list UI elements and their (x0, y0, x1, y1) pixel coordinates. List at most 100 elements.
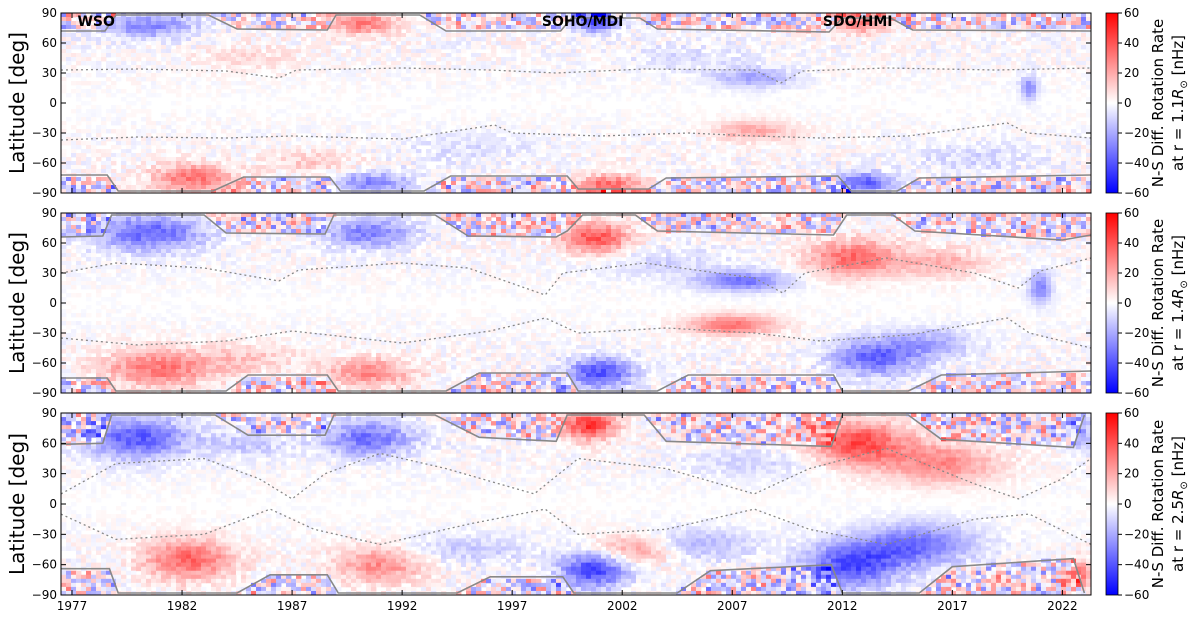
heatmap-cell (676, 117, 682, 122)
heatmap-cell (391, 45, 397, 50)
heatmap-cell (91, 181, 97, 186)
heatmap-cell (541, 81, 547, 86)
heatmap-cell (506, 161, 512, 166)
heatmap-cell (171, 185, 177, 190)
heatmap-cell (716, 153, 722, 158)
heatmap-cell (436, 121, 442, 126)
heatmap-cell (141, 53, 147, 58)
heatmap-cell (596, 133, 602, 138)
heatmap-cell (111, 37, 117, 42)
heatmap-cell (141, 65, 147, 70)
heatmap-cell (601, 157, 607, 162)
heatmap-cell (281, 181, 287, 186)
heatmap-cell (101, 149, 107, 154)
heatmap-cell (61, 185, 67, 190)
heatmap-cell (426, 101, 432, 106)
heatmap-cell (476, 17, 482, 22)
heatmap-cell (701, 29, 707, 34)
heatmap-cell (436, 169, 442, 174)
heatmap-cell (81, 41, 87, 46)
heatmap-cell (426, 141, 432, 146)
heatmap-cell (676, 121, 682, 126)
heatmap-cell (256, 69, 262, 74)
heatmap-cell (86, 129, 92, 134)
heatmap-cell (541, 149, 547, 154)
heatmap-cell (276, 141, 282, 146)
heatmap-cell (401, 181, 407, 186)
heatmap-cell (471, 177, 477, 182)
heatmap-cell (281, 137, 287, 142)
heatmap-cell (606, 13, 612, 18)
heatmap-cell (466, 61, 472, 66)
heatmap-cell (721, 113, 727, 118)
heatmap-cell (226, 33, 232, 38)
heatmap-cell (286, 29, 292, 34)
heatmap-cell (396, 21, 402, 26)
heatmap-cell (701, 153, 707, 158)
heatmap-cell (336, 37, 342, 42)
heatmap-cell (521, 65, 527, 70)
heatmap-cell (741, 49, 747, 54)
heatmap-cell (291, 77, 297, 82)
heatmap-cell (136, 89, 142, 94)
heatmap-cell (421, 29, 427, 34)
heatmap-cell (581, 73, 587, 78)
heatmap-cell (111, 53, 117, 58)
heatmap-cell (736, 117, 742, 122)
heatmap-cell (351, 121, 357, 126)
heatmap-cell (186, 17, 192, 22)
heatmap-cell (696, 57, 702, 62)
heatmap-cell (436, 73, 442, 78)
heatmap-cell (776, 113, 782, 118)
heatmap-cell (746, 153, 752, 158)
heatmap-cell (201, 57, 207, 62)
heatmap-cell (511, 69, 517, 74)
heatmap-cell (311, 157, 317, 162)
heatmap-cell (591, 29, 597, 34)
heatmap-cell (341, 169, 347, 174)
heatmap-cell (266, 93, 272, 98)
heatmap-cell (251, 181, 257, 186)
heatmap-cell (186, 29, 192, 34)
heatmap-cell (276, 17, 282, 22)
heatmap-cell (636, 177, 642, 182)
heatmap-cell (231, 185, 237, 190)
heatmap-cell (66, 137, 72, 142)
heatmap-cell (766, 181, 772, 186)
heatmap-cell (81, 177, 87, 182)
heatmap-cell (196, 93, 202, 98)
heatmap-cell (156, 161, 162, 166)
heatmap-cell (396, 129, 402, 134)
heatmap-cell (501, 169, 507, 174)
heatmap-cell (646, 129, 652, 134)
heatmap-cell (441, 41, 447, 46)
heatmap-cell (376, 53, 382, 58)
heatmap-cell (706, 149, 712, 154)
heatmap-cell (586, 169, 592, 174)
heatmap-cell (106, 157, 112, 162)
heatmap-cell (326, 113, 332, 118)
heatmap-cell (536, 77, 542, 82)
heatmap-cell (311, 49, 317, 54)
heatmap-cell (186, 21, 192, 26)
heatmap-cell (86, 141, 92, 146)
heatmap-cell (776, 73, 782, 78)
heatmap-cell (756, 189, 762, 193)
heatmap-cell (581, 129, 587, 134)
heatmap-cell (141, 21, 147, 26)
heatmap-cell (526, 37, 532, 42)
heatmap-cell (96, 149, 102, 154)
heatmap-cell (711, 85, 717, 90)
heatmap-cell (486, 125, 492, 130)
heatmap-cell (76, 25, 82, 30)
heatmap-cell (626, 181, 632, 186)
heatmap-cell (481, 189, 487, 193)
heatmap-cell (246, 181, 252, 186)
heatmap-cell (781, 25, 787, 30)
heatmap-cell (606, 141, 612, 146)
heatmap-cell (526, 113, 532, 118)
heatmap-cell (191, 25, 197, 30)
heatmap-cell (496, 169, 502, 174)
heatmap-cell (531, 21, 537, 26)
